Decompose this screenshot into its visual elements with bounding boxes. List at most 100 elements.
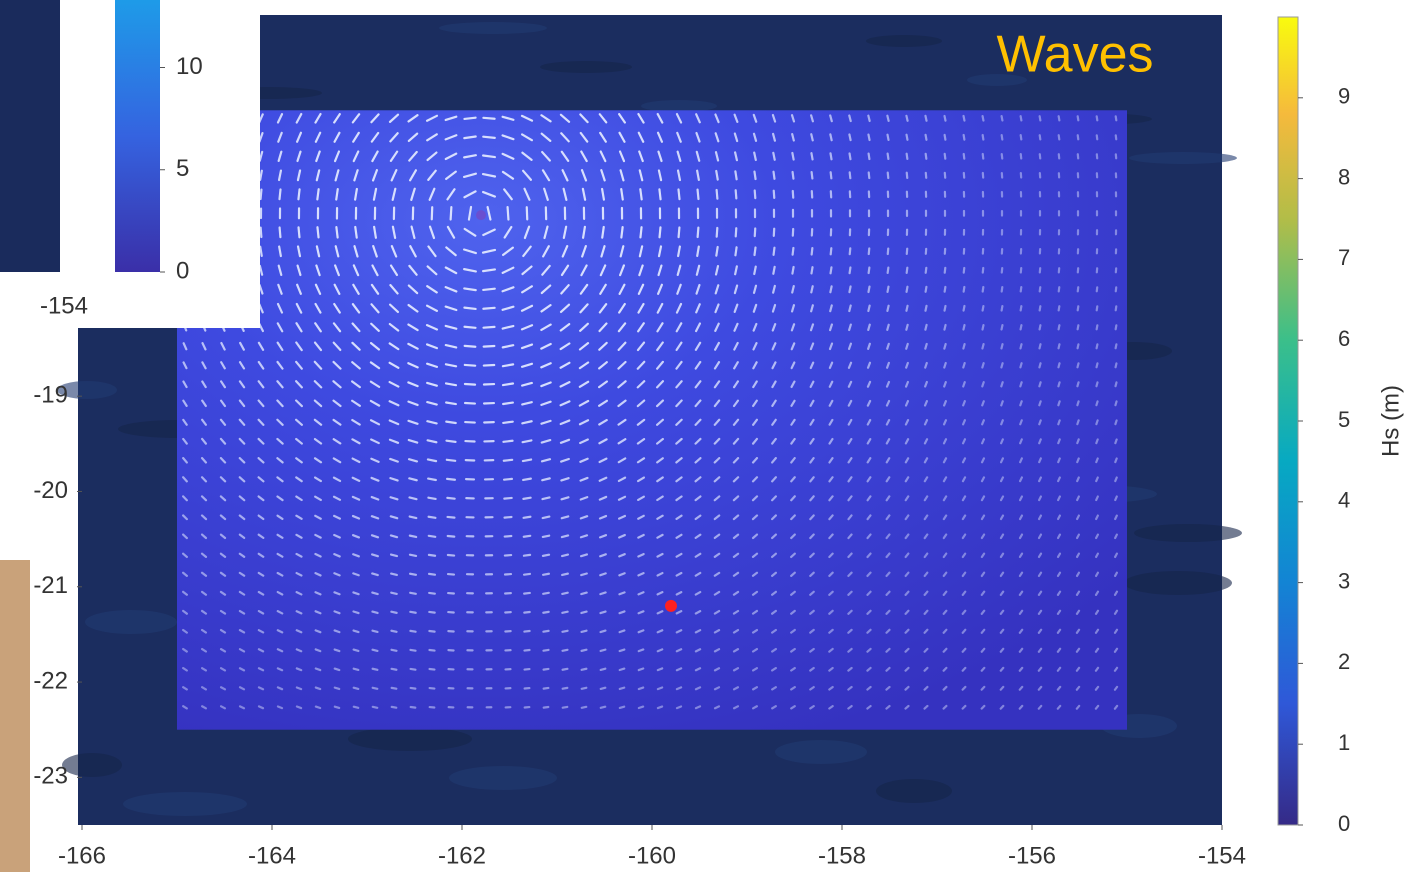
wave-arrow bbox=[925, 116, 926, 121]
wave-arrow bbox=[354, 688, 359, 689]
wave-arrow bbox=[1096, 401, 1097, 405]
wave-arrow bbox=[888, 135, 889, 140]
wave-arrow bbox=[925, 325, 926, 330]
wave-arrow bbox=[925, 306, 926, 311]
wave-arrow bbox=[964, 287, 965, 292]
wave-arrow bbox=[372, 631, 377, 632]
wave-arrow bbox=[355, 227, 356, 238]
wave-arrow bbox=[601, 688, 606, 689]
wave-arrow bbox=[811, 134, 812, 140]
wave-arrow bbox=[717, 190, 718, 199]
wave-arrow bbox=[373, 688, 378, 689]
wave-arrow bbox=[982, 382, 983, 386]
wave-arrow bbox=[849, 286, 850, 292]
wave-arrow bbox=[484, 365, 494, 366]
wave-arrow bbox=[887, 116, 888, 121]
wave-arrow bbox=[830, 134, 831, 140]
wave-arrow bbox=[563, 688, 568, 689]
wave-arrow bbox=[543, 650, 548, 651]
wave-arrow bbox=[410, 593, 416, 594]
seafloor-texture bbox=[62, 753, 122, 777]
wave-arrow bbox=[1097, 363, 1098, 367]
wave-arrow bbox=[373, 650, 378, 651]
seafloor-texture bbox=[866, 35, 942, 47]
wave-arrow bbox=[523, 498, 530, 499]
wave-arrow bbox=[1039, 439, 1041, 443]
wave-arrow bbox=[1077, 420, 1078, 424]
wave-arrow bbox=[451, 207, 452, 219]
wave-arrow bbox=[1115, 382, 1116, 386]
wave-arrow bbox=[1077, 439, 1078, 443]
colorbar-tick-label: 2 bbox=[1338, 649, 1350, 674]
wave-arrow bbox=[504, 460, 512, 461]
wave-arrow bbox=[1115, 516, 1117, 519]
wave-arrow bbox=[1096, 497, 1098, 500]
wave-arrow bbox=[1058, 439, 1059, 443]
wave-arrow bbox=[774, 172, 775, 179]
wave-arrow bbox=[465, 384, 475, 385]
wave-arrow bbox=[907, 154, 908, 159]
wave-arrow bbox=[983, 116, 984, 120]
wave-arrow bbox=[335, 669, 340, 670]
wave-arrow bbox=[945, 287, 946, 292]
wave-arrow bbox=[658, 707, 662, 709]
wave-arrow bbox=[1096, 516, 1098, 519]
wave-arrow bbox=[1097, 344, 1098, 348]
wave-arrow bbox=[503, 403, 513, 404]
wave-arrow bbox=[906, 325, 907, 330]
x-tick-label: -156 bbox=[1008, 842, 1056, 869]
wave-arrow bbox=[906, 306, 907, 311]
wave-arrow bbox=[1115, 554, 1117, 557]
wave-arrow bbox=[562, 593, 567, 594]
inset-tick-label: 0 bbox=[176, 257, 189, 284]
wave-arrow bbox=[1020, 420, 1022, 424]
wave-arrow bbox=[869, 268, 870, 274]
wave-arrow bbox=[504, 479, 512, 480]
wave-arrow bbox=[581, 612, 586, 613]
wave-arrow bbox=[317, 227, 318, 237]
wave-arrow bbox=[736, 190, 737, 198]
wave-arrow bbox=[448, 536, 455, 537]
wave-arrow bbox=[1115, 497, 1117, 500]
wave-arrow bbox=[1096, 382, 1097, 386]
wave-arrow bbox=[524, 612, 529, 613]
wave-arrow bbox=[869, 173, 870, 179]
wave-arrow bbox=[562, 631, 567, 632]
wave-arrow bbox=[446, 422, 455, 423]
wave-arrow bbox=[524, 574, 530, 575]
wave-arrow bbox=[601, 650, 606, 651]
wave-arrow bbox=[639, 669, 643, 671]
wave-arrow bbox=[907, 135, 908, 140]
wave-arrow bbox=[773, 267, 774, 274]
wave-arrow bbox=[582, 707, 587, 708]
wave-arrow bbox=[1078, 135, 1079, 139]
seafloor-texture bbox=[449, 766, 557, 790]
wave-arrow bbox=[524, 555, 530, 556]
wave-arrow bbox=[1002, 135, 1003, 139]
wave-arrow bbox=[793, 248, 794, 255]
wave-arrow bbox=[411, 669, 416, 670]
wave-arrow bbox=[811, 267, 812, 273]
wave-arrow bbox=[391, 631, 396, 632]
seafloor-texture bbox=[1129, 152, 1237, 164]
inset-colorbar bbox=[115, 0, 160, 272]
wave-arrow bbox=[601, 669, 606, 670]
wave-arrow bbox=[677, 706, 681, 708]
wave-arrow bbox=[508, 207, 509, 219]
seafloor-texture bbox=[439, 22, 547, 34]
wave-arrow bbox=[1020, 382, 1021, 386]
wave-arrow bbox=[1096, 458, 1097, 462]
wave-arrow bbox=[964, 154, 965, 159]
wave-arrow bbox=[1039, 382, 1040, 386]
wave-arrow bbox=[774, 248, 775, 255]
wave-arrow bbox=[372, 612, 377, 613]
wave-arrow bbox=[261, 228, 262, 237]
wave-arrow bbox=[1078, 306, 1079, 310]
wave-arrow bbox=[1097, 135, 1098, 139]
wave-arrow bbox=[429, 555, 435, 556]
wave-arrow bbox=[945, 116, 946, 121]
wave-arrow bbox=[811, 286, 812, 292]
wave-arrow bbox=[297, 687, 301, 689]
wave-arrow bbox=[1002, 154, 1003, 158]
wave-arrow bbox=[1097, 116, 1098, 120]
